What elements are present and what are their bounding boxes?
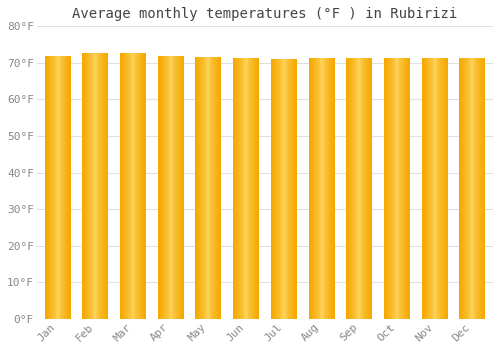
Title: Average monthly temperatures (°F ) in Rubirizi: Average monthly temperatures (°F ) in Ru… — [72, 7, 458, 21]
